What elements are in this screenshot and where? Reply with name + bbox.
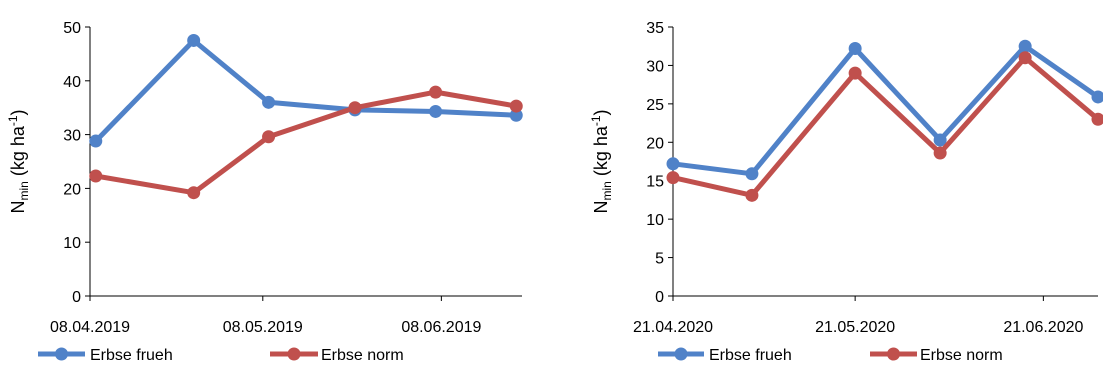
y-tick-label: 50 xyxy=(63,20,81,37)
y-axis-label-sub: min xyxy=(600,181,614,200)
data-point-series-2 xyxy=(666,171,680,185)
y-axis-label: Nmin (kg ha-1) xyxy=(6,109,31,213)
x-tick-label: 08.04.2019 xyxy=(50,319,130,336)
chart-2019: 0 10 20 30 40 50 08.04.2019 08.05.2019 08.06.201… xyxy=(6,20,523,364)
y-axis-label: Nmin (kg ha-1) xyxy=(589,109,614,213)
y-axis-label-sup: -1 xyxy=(589,115,603,126)
x-tick-label: 08.06.2019 xyxy=(401,319,481,336)
legend-label: Erbse frueh xyxy=(709,347,792,364)
y-axis-label-close: ) xyxy=(591,109,611,115)
x-tick-label: 21.05.2020 xyxy=(815,319,895,336)
y-tick-label: 30 xyxy=(63,128,81,145)
y-axis-label-main: N xyxy=(591,201,611,214)
y-axis-label-units: (kg ha xyxy=(8,125,28,181)
data-point-series-2 xyxy=(933,146,947,160)
y-tick-label: 35 xyxy=(646,20,664,37)
y-axis-label-close: ) xyxy=(8,109,28,115)
series-line-2 xyxy=(95,89,517,196)
data-point-series-2 xyxy=(262,130,276,144)
y-tick-label: 30 xyxy=(646,58,664,75)
data-point-series-2 xyxy=(745,188,759,202)
data-point-series-1 xyxy=(187,33,201,47)
legend-label: Erbse frueh xyxy=(90,347,173,364)
data-point-series-2 xyxy=(348,101,362,115)
data-point-series-1 xyxy=(89,134,103,148)
x-tick-label: 08.05.2019 xyxy=(223,319,303,336)
data-point-series-1 xyxy=(262,95,276,109)
y-tick-label: 10 xyxy=(646,212,664,229)
y-tick-label: 5 xyxy=(655,251,664,268)
data-point-series-1 xyxy=(1018,39,1032,53)
y-axis-label-sup: -1 xyxy=(6,115,20,126)
legend-label: Erbse norm xyxy=(920,347,1003,364)
y-tick-label: 20 xyxy=(646,135,664,152)
legend-swatch-marker xyxy=(887,347,900,361)
legend-swatch-marker xyxy=(674,347,688,361)
data-point-series-1 xyxy=(745,167,759,181)
data-point-series-1 xyxy=(429,104,443,118)
y-tick-label: 0 xyxy=(655,289,664,306)
data-point-series-1 xyxy=(1091,90,1103,104)
data-point-series-2 xyxy=(848,66,862,80)
legend-swatch-marker xyxy=(55,347,68,361)
data-point-series-2 xyxy=(89,169,103,183)
x-tick-label: 21.06.2020 xyxy=(1003,319,1083,336)
series-line-1 xyxy=(94,38,517,143)
series-line-2 xyxy=(672,55,1100,198)
y-tick-label: 10 xyxy=(63,235,81,252)
y-tick-label: 25 xyxy=(646,97,664,114)
legend-label: Erbse norm xyxy=(321,347,404,364)
chart-2020: 0 5 10 15 20 25 30 35 21.04.2020 21.05.2020 21.06.… xyxy=(589,20,1103,364)
y-axis-label-units: (kg ha xyxy=(591,125,611,181)
series-line-1 xyxy=(672,43,1100,177)
data-point-series-2 xyxy=(1091,112,1103,126)
y-tick-label: 15 xyxy=(646,174,664,191)
x-tick-label: 21.04.2020 xyxy=(633,319,713,336)
data-point-series-2 xyxy=(1018,51,1032,65)
data-point-series-1 xyxy=(509,108,523,122)
y-axis-label-main: N xyxy=(8,201,28,214)
data-point-series-1 xyxy=(933,133,947,147)
legend-swatch-marker xyxy=(287,347,301,361)
y-tick-label: 40 xyxy=(63,74,81,91)
data-point-series-1 xyxy=(848,42,862,56)
y-tick-label: 0 xyxy=(72,289,81,306)
y-tick-label: 20 xyxy=(63,181,81,198)
y-axis-label-sub: min xyxy=(17,181,31,200)
data-point-series-2 xyxy=(429,85,443,99)
data-point-series-2 xyxy=(509,99,523,113)
data-point-series-2 xyxy=(187,186,201,200)
data-point-series-1 xyxy=(666,157,680,171)
